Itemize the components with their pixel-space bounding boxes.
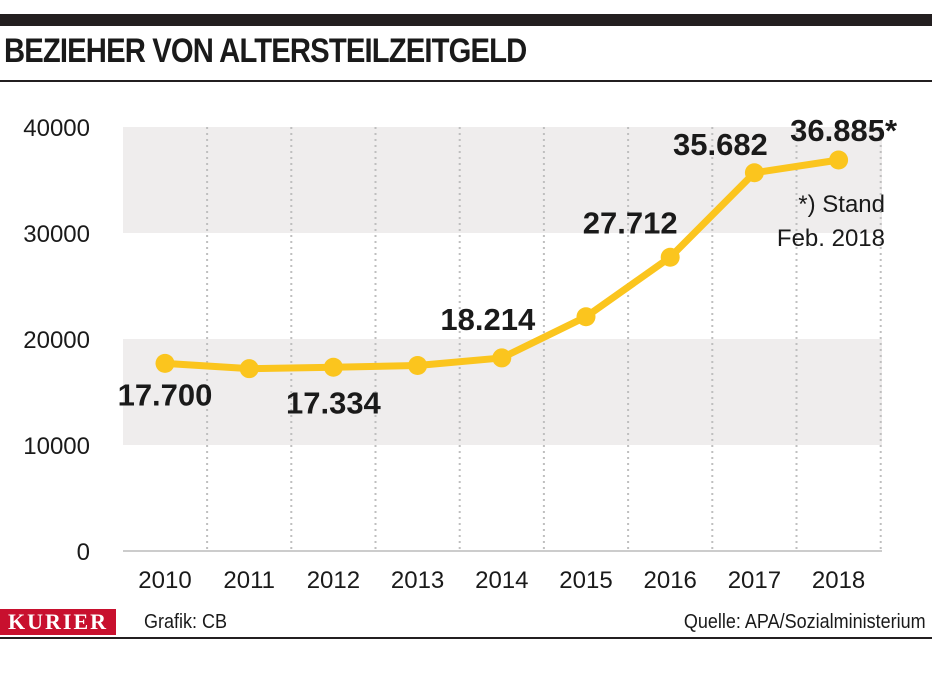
data-label: 35.682	[673, 127, 768, 162]
annotation-line: *) Stand	[798, 191, 885, 218]
data-point	[155, 353, 175, 373]
data-point	[408, 356, 428, 375]
y-tick-label: 30000	[23, 221, 90, 248]
x-tick-label: 2015	[559, 567, 612, 594]
data-label: 17.700	[118, 377, 213, 412]
chart-title: BEZIEHER VON ALTERSTEILZEITGELD	[4, 32, 527, 70]
data-label: 27.712	[583, 205, 678, 240]
x-tick-label: 2010	[138, 567, 191, 594]
data-point	[744, 163, 764, 183]
data-label: 18.214	[440, 302, 536, 337]
x-tick-label: 2017	[728, 567, 781, 594]
title-rule	[0, 80, 932, 82]
y-axis: 0 10000 20000 30000 40000	[23, 115, 90, 566]
x-tick-label: 2018	[812, 567, 865, 594]
data-label: 17.334	[286, 385, 382, 420]
data-point	[660, 247, 680, 267]
kurier-logo: KURIER	[0, 609, 117, 635]
data-label: 36.885*	[790, 113, 898, 148]
data-point	[829, 150, 849, 170]
x-tick-label: 2013	[391, 567, 444, 594]
footer-rule	[0, 637, 932, 639]
y-tick-label: 0	[77, 539, 90, 566]
y-tick-label: 20000	[23, 327, 90, 354]
annotation: *) Stand Feb. 2018	[777, 191, 885, 252]
data-point	[492, 348, 512, 368]
x-tick-label: 2014	[475, 567, 528, 594]
x-tick-label: 2012	[307, 567, 360, 594]
x-axis: 2010 2011 2012 2013 2014 2015 2016 2017 2018	[123, 550, 882, 594]
source-note: Quelle: APA/Sozialministerium	[684, 611, 926, 633]
background-bands	[123, 127, 882, 445]
band-1	[123, 127, 882, 233]
series-line-group	[155, 150, 849, 379]
data-point	[576, 307, 596, 327]
data-labels: 17.700 17.334 18.214 27.712 35.682 36.885*	[118, 113, 898, 420]
graphic-credit: Grafik: CB	[144, 611, 228, 633]
y-tick-label: 40000	[23, 115, 90, 142]
y-tick-label: 10000	[23, 433, 90, 460]
annotation-line: Feb. 2018	[777, 225, 885, 252]
top-bar	[0, 14, 932, 26]
data-point	[323, 357, 343, 377]
x-tick-label: 2011	[223, 567, 275, 594]
x-tick-label: 2016	[644, 567, 697, 594]
data-point	[239, 359, 259, 379]
